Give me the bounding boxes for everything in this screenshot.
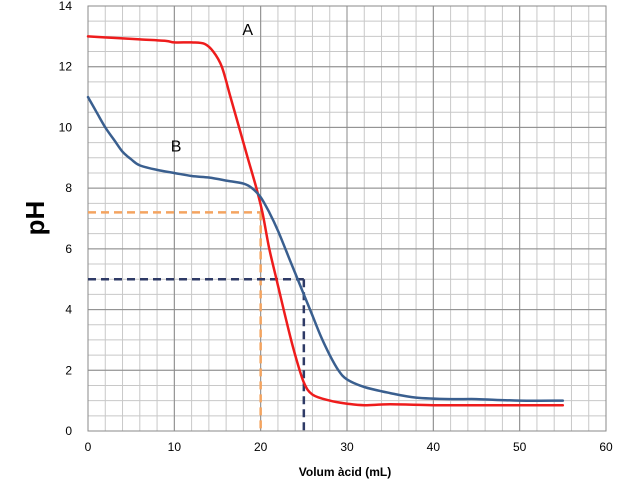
- y-tick-label: 4: [65, 303, 72, 317]
- y-tick-label: 2: [65, 363, 72, 377]
- x-tick-label: 50: [513, 440, 527, 454]
- x-tick-label: 60: [599, 440, 613, 454]
- y-tick-label: 6: [65, 242, 72, 256]
- x-axis-label: Volum àcid (mL): [299, 465, 391, 479]
- y-tick-label: 8: [65, 181, 72, 195]
- data-series: [86, 35, 565, 407]
- y-tick-label: 0: [65, 424, 72, 438]
- curve-label-a: A: [242, 22, 253, 39]
- series-line-b: [86, 95, 565, 402]
- curve-label-b: B: [171, 139, 182, 156]
- curve-annotations: AB: [171, 22, 254, 156]
- major-grid: [87, 5, 607, 432]
- y-axis-label: pH: [20, 201, 50, 236]
- x-tick-label: 40: [427, 440, 441, 454]
- x-tick-label: 10: [168, 440, 182, 454]
- y-tick-label: 10: [59, 120, 73, 134]
- reference-lines: [88, 211, 306, 431]
- plot-frame: [87, 5, 607, 432]
- y-tick-label: 12: [59, 60, 73, 74]
- x-tick-label: 20: [254, 440, 268, 454]
- tick-labels: 0 10 20 30 40 50 60 0 2 4 6 8 10 12 14: [59, 0, 613, 454]
- series-line-a: [86, 35, 565, 407]
- y-tick-label: 14: [59, 0, 73, 13]
- x-tick-label: 30: [340, 440, 354, 454]
- x-tick-label: 0: [85, 440, 92, 454]
